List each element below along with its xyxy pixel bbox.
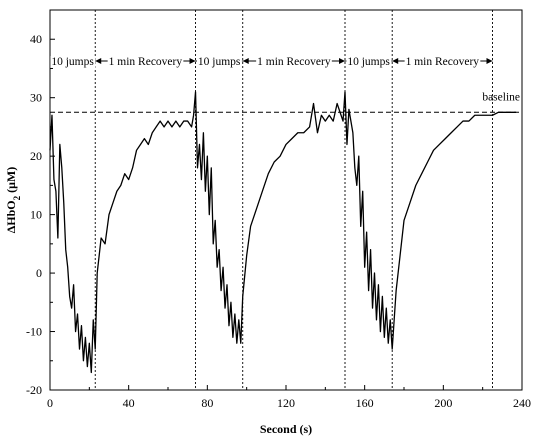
phase-label-bg	[107, 56, 184, 68]
y-tick-label: 20	[30, 149, 42, 163]
x-tick-label: 0	[47, 396, 53, 410]
y-axis-title: ΔHbO2 (μM)	[4, 167, 22, 234]
x-tick-label: 40	[123, 396, 135, 410]
x-tick-label: 160	[356, 396, 374, 410]
phase-label-bg	[196, 56, 242, 68]
y-tick-label: -10	[26, 325, 42, 339]
phase-label: 1 min Recovery	[257, 56, 331, 68]
y-axis-title-sub: 2	[12, 195, 22, 200]
series-line	[49, 91, 517, 374]
phase-arrow-head-left	[392, 58, 399, 64]
x-tick-label: 200	[434, 396, 452, 410]
phase-arrow-head-left	[95, 58, 102, 64]
phase-label: 10 jumps	[51, 56, 94, 68]
y-axis-title-unit: (μM)	[4, 167, 18, 196]
x-tick-label: 240	[513, 396, 531, 410]
phase-arrow-head-right	[339, 58, 345, 64]
x-tick-label: 120	[277, 396, 295, 410]
y-tick-label: 40	[30, 32, 42, 46]
baseline-layer: baseline	[50, 91, 522, 113]
y-tick-label: -20	[26, 383, 42, 397]
phase-label-bg	[404, 56, 481, 68]
phase-arrow-head-right	[189, 58, 196, 64]
phase-arrow-head-right	[486, 58, 493, 64]
series-layer	[49, 91, 517, 374]
axis-layer: 0 40 80 120 160 200 240 -20 -10 0 10 20 30 40	[26, 32, 531, 410]
y-tick-label: 0	[36, 266, 42, 280]
x-tick-label: 80	[201, 396, 213, 410]
y-tick-label: 30	[30, 91, 42, 105]
phase-arrow-head-left	[242, 58, 249, 64]
phase-label: 10 jumps	[198, 56, 241, 68]
phase-label-bg	[346, 56, 392, 68]
phase-label-bg	[256, 56, 332, 68]
phase-layer: 10 jumps 1 min Recovery 10 jumps 1 min Reco…	[50, 10, 493, 390]
x-axis-title: Second (s)	[260, 422, 312, 436]
phase-label-bg	[50, 56, 96, 68]
phase-label: 10 jumps	[347, 56, 390, 68]
y-tick-label: 10	[30, 208, 42, 222]
phase-label: 1 min Recovery	[109, 56, 183, 68]
phase-label: 1 min Recovery	[406, 56, 480, 68]
baseline-label: baseline	[482, 91, 520, 103]
y-axis-title-main: ΔHbO	[4, 200, 18, 233]
